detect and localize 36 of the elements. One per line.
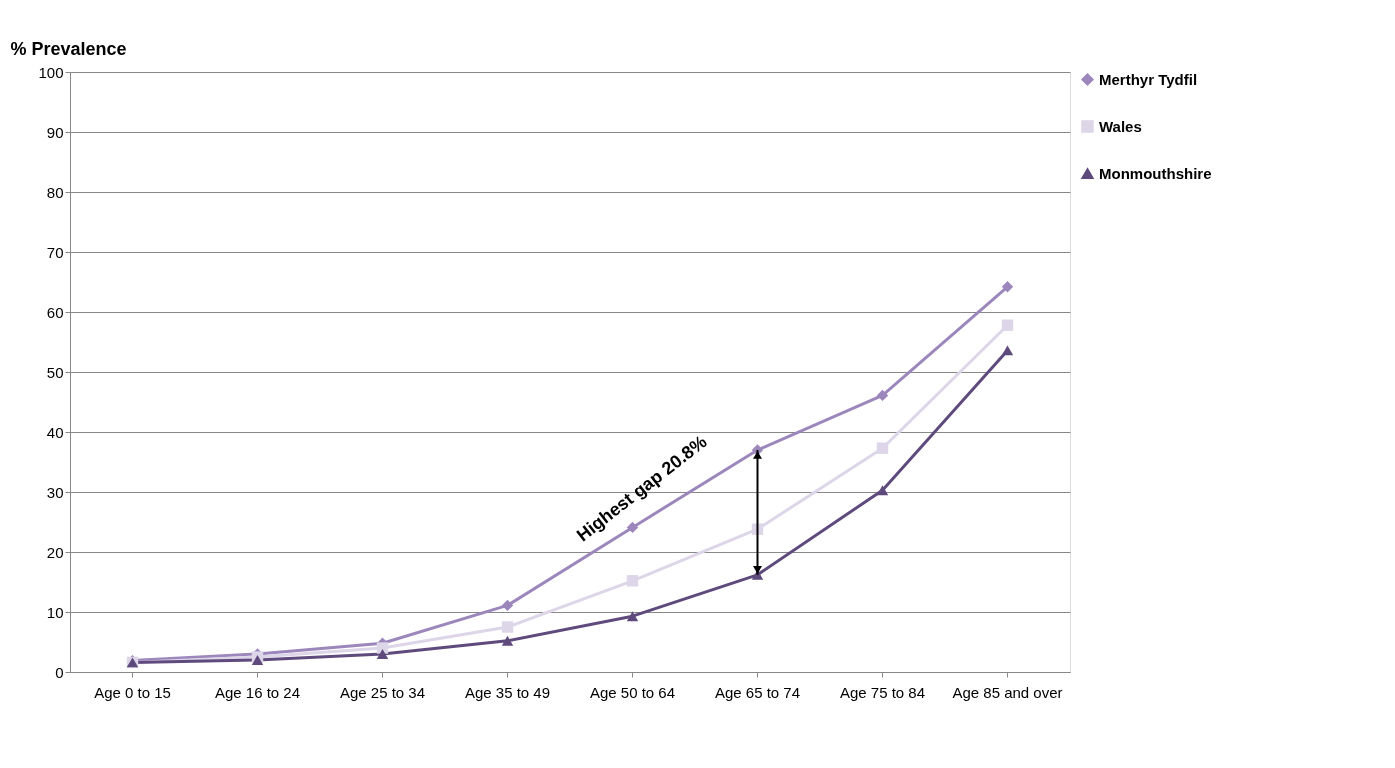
point (376, 649, 389, 659)
y-tick-label: 70 (46, 243, 64, 261)
point (501, 635, 514, 646)
legend-label: Merthyr Tydfil (1099, 70, 1198, 88)
y-tick-label: 100 (38, 63, 64, 81)
y-tick-label: 20 (46, 543, 64, 561)
x-tick-label: Age 16 to 24 (214, 683, 301, 701)
x-tick-label: Age 75 to 84 (839, 683, 926, 701)
point (501, 621, 514, 633)
point (876, 485, 889, 496)
point (626, 575, 639, 587)
point (501, 599, 514, 612)
point (251, 655, 264, 665)
point (1001, 281, 1014, 293)
point (1001, 319, 1014, 331)
y-tick-label: 40 (46, 423, 64, 441)
x-tick-label: Age 50 to 64 (589, 683, 676, 701)
y-tick-label: 0 (55, 663, 64, 681)
y-axis-title: % Prevalence (10, 38, 127, 59)
x-tick-label: Age 25 to 34 (339, 683, 426, 701)
point (876, 389, 889, 402)
x-tick-label: Age 35 to 49 (464, 683, 551, 701)
x-tick-label: Age 0 to 15 (94, 683, 171, 701)
legend-label: Monmouthshire (1099, 164, 1212, 182)
y-tick-label: 30 (46, 483, 64, 501)
legend-label: Wales (1099, 117, 1142, 135)
x-tick-label: Age 65 to 74 (714, 683, 801, 701)
y-tick-label: 90 (46, 123, 64, 141)
point (876, 442, 889, 454)
x-tick-label: Age 85 and over (952, 683, 1063, 701)
y-tick-label: 10 (46, 603, 64, 621)
point (626, 611, 639, 622)
y-tick-label: 50 (46, 363, 64, 381)
point (1001, 345, 1014, 356)
y-tick-label: 60 (46, 303, 64, 321)
y-tick-label: 80 (46, 183, 64, 201)
